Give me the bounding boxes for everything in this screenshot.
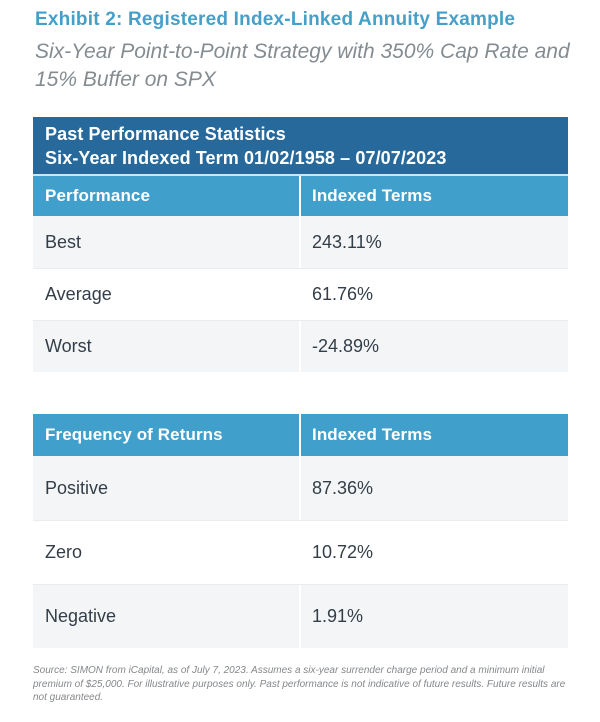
frequency-of-returns-table: Frequency of Returns Indexed Terms Posit… (33, 414, 568, 648)
table-row-negative: Negative 1.91% (33, 584, 568, 648)
table-row-positive: Positive 87.36% (33, 456, 568, 520)
frequency-header-row: Frequency of Returns Indexed Terms (33, 414, 568, 456)
row-label-positive: Positive (45, 477, 109, 498)
row-value-negative: 1.91% (299, 585, 568, 648)
row-value-zero: 10.72% (299, 521, 568, 584)
row-value-worst: -24.89% (299, 321, 568, 372)
row-label-negative: Negative (45, 606, 117, 626)
table-row-zero: Zero 10.72% (33, 520, 568, 584)
table-row-average: Average 61.76% (33, 268, 568, 320)
row-value-positive: 87.36% (299, 456, 568, 520)
exhibit-page: Exhibit 2: Registered Index-Linked Annui… (0, 9, 600, 722)
row-value-average: 61.76% (299, 269, 568, 320)
exhibit-subtitle-line-1: Six-Year Point-to-Point Strategy with 35… (35, 40, 570, 63)
banner-title-line-2: Six-Year Indexed Term 01/02/1958 – 07/07… (45, 148, 447, 168)
row-label-zero: Zero (45, 542, 83, 562)
row-value-best: 243.11% (299, 216, 568, 268)
column-header-indexed-terms-2: Indexed Terms (299, 414, 568, 456)
banner-title-line-1: Past Performance Statistics (45, 124, 286, 144)
source-footnote: Source: SIMON from iCapital, as of July … (33, 665, 566, 703)
column-header-performance: Performance (45, 186, 151, 205)
table-row-best: Best 243.11% (33, 216, 568, 268)
row-label-average: Average (45, 284, 112, 304)
column-header-indexed-terms: Indexed Terms (299, 176, 568, 216)
past-performance-table: Past Performance Statistics Six-Year Ind… (33, 117, 568, 372)
exhibit-title: Exhibit 2: Registered Index-Linked Annui… (35, 9, 516, 30)
row-label-best: Best (45, 231, 82, 252)
table-row-worst: Worst -24.89% (33, 320, 568, 372)
past-performance-banner: Past Performance Statistics Six-Year Ind… (33, 117, 568, 174)
column-header-frequency-of-returns: Frequency of Returns (45, 425, 223, 444)
exhibit-subtitle: Six-Year Point-to-Point Strategy with 35… (35, 38, 580, 94)
exhibit-subtitle-line-2: 15% Buffer on SPX (35, 68, 216, 91)
past-performance-header-row: Performance Indexed Terms (33, 174, 568, 216)
row-label-worst: Worst (45, 336, 92, 356)
